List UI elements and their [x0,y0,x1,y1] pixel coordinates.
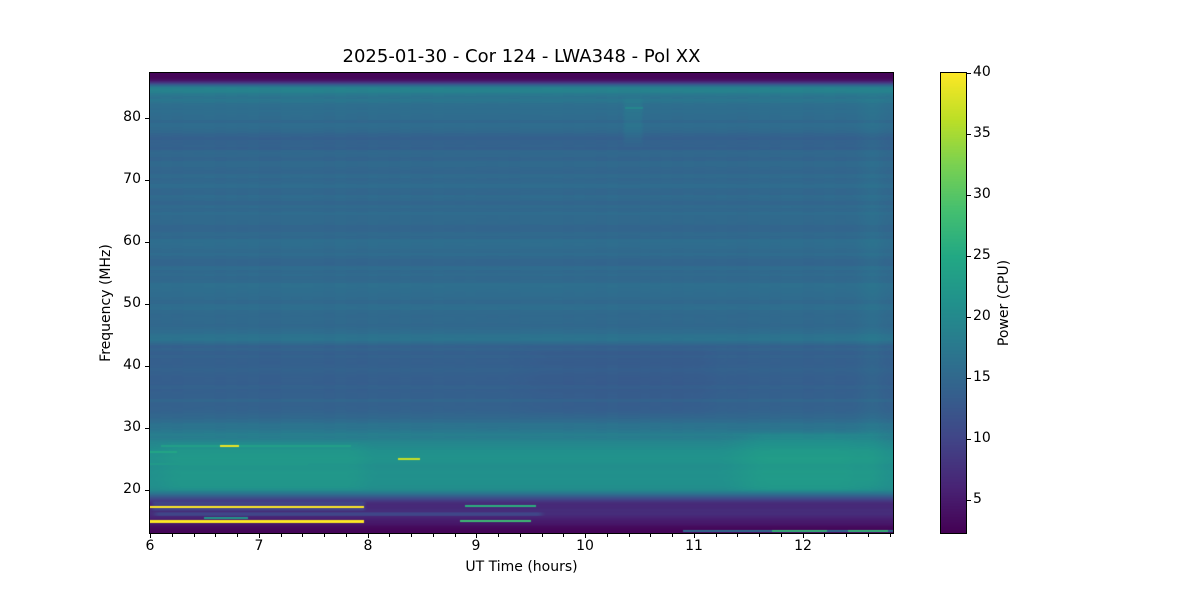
colorbar-tick-mark [967,134,971,135]
x-tick-mark [694,534,695,538]
x-minor-tick-mark [759,534,760,537]
colorbar-tick-mark [967,195,971,196]
colorbar-tick-label: 35 [973,125,991,141]
x-minor-tick-mark [672,534,673,537]
y-tick-label: 30 [123,419,141,435]
x-minor-tick-mark [324,534,325,537]
x-tick-label: 11 [685,538,703,554]
y-tick-label: 60 [123,233,141,249]
x-minor-tick-mark [542,534,543,537]
x-minor-tick-mark [737,534,738,537]
colorbar-tick-label: 10 [973,430,991,446]
x-tick-mark [368,534,369,538]
y-tick-mark [145,118,149,119]
y-tick-mark [145,366,149,367]
x-tick-mark [476,534,477,538]
x-minor-tick-mark [650,534,651,537]
x-minor-tick-mark [520,534,521,537]
x-tick-label: 6 [145,538,155,554]
x-minor-tick-mark [215,534,216,537]
x-minor-tick-mark [433,534,434,537]
plot-title: 2025-01-30 - Cor 124 - LWA348 - Pol XX [342,46,701,67]
x-minor-tick-mark [846,534,847,537]
x-minor-tick-mark [237,534,238,537]
colorbar-tick-mark [967,256,971,257]
x-tick-mark [803,534,804,538]
x-minor-tick-mark [389,534,390,537]
y-tick-label: 70 [123,171,141,187]
x-tick-label: 8 [363,538,373,554]
plot-frame [149,72,894,534]
colorbar-canvas [941,73,966,533]
colorbar-tick-mark [967,500,971,501]
y-tick-mark [145,180,149,181]
x-tick-mark [259,534,260,538]
x-tick-label: 10 [576,538,594,554]
x-tick-mark [150,534,151,538]
x-minor-tick-mark [716,534,717,537]
x-minor-tick-mark [824,534,825,537]
y-tick-mark [145,242,149,243]
y-tick-label: 40 [123,357,141,373]
x-tick-label: 7 [254,538,264,554]
colorbar-tick-label: 15 [973,369,991,385]
x-tick-label: 12 [794,538,812,554]
x-minor-tick-mark [868,534,869,537]
x-minor-tick-mark [302,534,303,537]
colorbar-tick-label: 40 [973,64,991,80]
colorbar-tick-mark [967,378,971,379]
y-tick-label: 20 [123,481,141,497]
x-minor-tick-mark [498,534,499,537]
colorbar-tick-mark [967,439,971,440]
x-minor-tick-mark [563,534,564,537]
x-tick-label: 9 [471,538,481,554]
spectrogram-canvas [150,73,893,533]
x-minor-tick-mark [455,534,456,537]
x-minor-tick-mark [172,534,173,537]
x-minor-tick-mark [194,534,195,537]
colorbar-tick-label: 30 [973,186,991,202]
x-minor-tick-mark [781,534,782,537]
y-tick-mark [145,490,149,491]
x-minor-tick-mark [346,534,347,537]
colorbar-frame [940,72,967,534]
x-axis-label: UT Time (hours) [465,559,578,575]
y-tick-mark [145,428,149,429]
y-tick-label: 80 [123,109,141,125]
x-minor-tick-mark [281,534,282,537]
colorbar-label: Power (CPU) [996,259,1012,347]
colorbar-tick-label: 5 [973,491,982,507]
x-tick-mark [585,534,586,538]
colorbar-tick-mark [967,73,971,74]
x-minor-tick-mark [629,534,630,537]
x-minor-tick-mark [411,534,412,537]
colorbar-tick-mark [967,317,971,318]
y-tick-mark [145,304,149,305]
x-minor-tick-mark [607,534,608,537]
colorbar-tick-label: 20 [973,308,991,324]
colorbar-tick-label: 25 [973,247,991,263]
x-minor-tick-mark [890,534,891,537]
y-tick-label: 50 [123,295,141,311]
